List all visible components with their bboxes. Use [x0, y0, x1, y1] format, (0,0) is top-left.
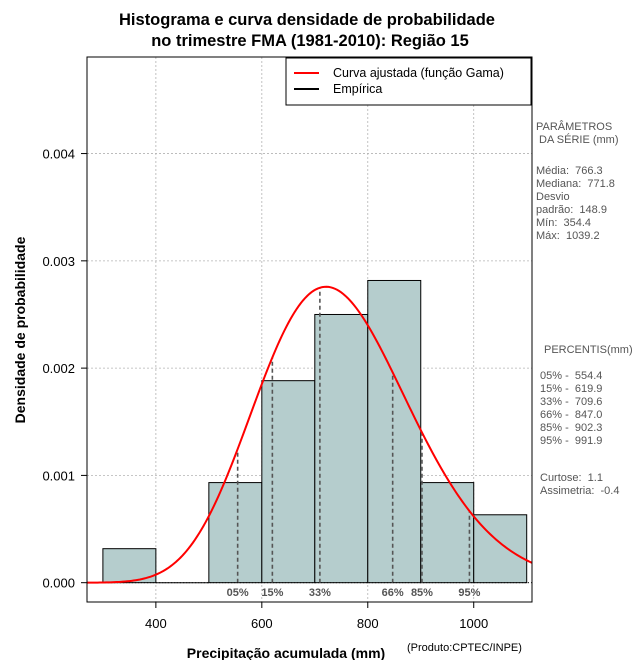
percentile-markers: 05% 15% 33% 66% 85% 95% [87, 287, 532, 599]
histogram-bar [314, 313, 369, 584]
histogram-bar [367, 279, 422, 584]
histogram-bars [102, 279, 528, 584]
series-parameters-heading: PARÂMETROS DA SÉRIE (mm) [536, 121, 619, 146]
histogram-bar [261, 380, 316, 584]
y-axis-label: Densidade de probabilidade [12, 236, 28, 423]
percentile-marker-label: 15% [261, 587, 283, 599]
chart-title: Histograma e curva densidade de probabil… [119, 11, 495, 29]
product-credit: (Produto:CPTEC/INPE) [407, 642, 522, 654]
legend-entry-curve: Curva ajustada (função Gama) [333, 66, 504, 80]
percentiles-heading: PERCENTIS(mm) [544, 344, 633, 356]
percentile-marker-label: 85% [411, 587, 433, 599]
series-statistics: Média: 766.3 Mediana: 771.8 Desvio padrã… [536, 165, 615, 242]
legend: Curva ajustada (função Gama) Empírica [285, 57, 532, 106]
y-tick-label: 0.000 [42, 576, 75, 591]
y-tick-label: 0.002 [42, 361, 75, 376]
axes: 400 600 800 1000 0.000 0.001 0.002 0.003 0.004 [42, 147, 488, 631]
y-tick-label: 0.001 [42, 468, 75, 483]
x-axis-label: Precipitação acumulada (mm) [187, 645, 385, 660]
percentile-marker-label: 33% [309, 587, 331, 599]
fitted-gamma-curve [86, 285, 533, 584]
x-tick-label: 400 [145, 616, 167, 631]
x-tick-label: 800 [357, 616, 379, 631]
chart-subtitle: no trimestre FMA (1981-2010): Região 15 [151, 32, 469, 50]
percentiles-values: 05% - 554.4 15% - 619.9 33% - 709.6 66% … [540, 370, 603, 447]
percentile-marker-label: 05% [227, 587, 249, 599]
y-tick-label: 0.004 [42, 147, 75, 162]
percentile-marker-label: 95% [458, 587, 480, 599]
histogram-bar [420, 482, 475, 584]
legend-box [285, 57, 532, 106]
x-tick-label: 600 [251, 616, 273, 631]
x-tick-label: 1000 [459, 616, 488, 631]
legend-entry-empirical: Empírica [333, 82, 382, 96]
percentile-marker-label: 66% [382, 587, 404, 599]
y-tick-label: 0.003 [42, 254, 75, 269]
shape-statistics: Curtose: 1.1 Assimetria: -0.4 [540, 472, 620, 497]
plot-frame [86, 56, 533, 603]
